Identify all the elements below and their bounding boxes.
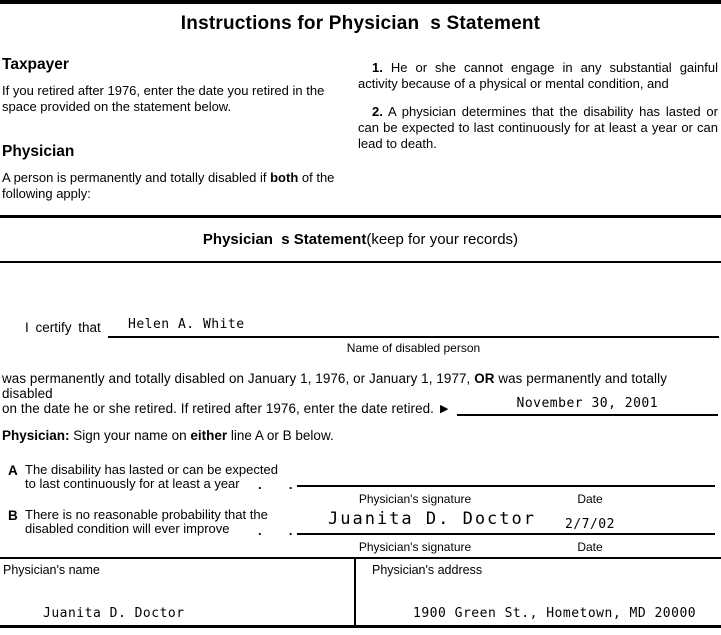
- physician-heading: Physician: [2, 143, 75, 160]
- arrow-right-icon: ▶: [440, 403, 449, 415]
- sign-instruction: Physician: Sign your name on either line…: [2, 428, 334, 443]
- para-line1-or: OR: [474, 371, 495, 386]
- line-a-date-caption: Date: [577, 492, 603, 506]
- disabled-paragraph-line2: on the date he or she retired. If retire…: [2, 396, 718, 416]
- line-b-signature-line[interactable]: [297, 533, 715, 535]
- statement-banner-subtitle: (keep for your records): [366, 231, 519, 248]
- para-line2-text: on the date he or she retired. If retire…: [2, 401, 434, 416]
- line-b-date-caption: Date: [577, 540, 603, 554]
- line-a-text-2: to last continuously for at least a year: [25, 475, 240, 491]
- taxpayer-text: If you retired after 1976, enter the dat…: [2, 83, 325, 114]
- physician-name-value[interactable]: Juanita D. Doctor: [43, 606, 185, 621]
- sign-instruction-post: line A or B below.: [227, 428, 334, 443]
- line-b-signature-value[interactable]: Juanita D. Doctor: [328, 509, 536, 529]
- sign-instruction-either: either: [190, 428, 228, 443]
- line-a-text: The disability has lasted or can be expe…: [25, 463, 295, 490]
- line-b-text: There is no reasonable probability that …: [25, 508, 295, 535]
- certify-label: I certify that: [25, 320, 101, 335]
- item1-number: 1.: [372, 60, 383, 75]
- sign-instruction-mid: Sign your name on: [69, 428, 191, 443]
- item1-text: He or she cannot engage in any substanti…: [358, 60, 718, 91]
- line-b-date-value[interactable]: 2/7/02: [565, 517, 615, 532]
- line-b-text-2: disabled condition will ever improve: [25, 520, 230, 536]
- line-a-signature-line[interactable]: [297, 485, 715, 487]
- sign-instruction-physician: Physician:: [2, 428, 70, 443]
- item2-number: 2.: [372, 104, 383, 119]
- line-a-signature-caption: Physician's signature: [358, 492, 472, 506]
- disabled-person-name-value[interactable]: Helen A. White: [128, 317, 245, 332]
- disabled-person-name-caption: Name of disabled person: [346, 341, 481, 355]
- physician-text-pre: A person is permanently and totally disa…: [2, 170, 271, 185]
- physician-text-bold: both: [270, 170, 299, 185]
- instructions-right-column: 1. He or she cannot engage in any substa…: [358, 60, 718, 164]
- line-a-label: A: [8, 463, 18, 478]
- physician-text: A person is permanently and totally disa…: [2, 170, 347, 202]
- physician-info-table: Physician's name Juanita D. Doctor Physi…: [0, 557, 721, 628]
- physician-name-cell[interactable]: Physician's name Juanita D. Doctor: [0, 559, 356, 625]
- line-a-text-1: The disability has lasted or can be expe…: [25, 462, 278, 477]
- line-b-label: B: [8, 508, 18, 523]
- statement-banner-title: Physician s Statement: [202, 231, 367, 248]
- physician-address-label: Physician's address: [372, 563, 483, 577]
- statement-bottom-rule: [0, 261, 721, 263]
- statement-banner: Physician s Statement(keep for your reco…: [0, 231, 721, 248]
- physician-address-cell[interactable]: Physician's address 1900 Green St., Home…: [356, 559, 721, 625]
- physician-text-post: of the following apply:: [2, 170, 335, 201]
- item2-text: A physician determines that the disabili…: [358, 104, 718, 151]
- line-a-dot-leader: . .: [258, 477, 293, 492]
- statement-top-rule: [0, 215, 721, 218]
- top-rule: [0, 0, 721, 4]
- page-title: Instructions for Physician s Statement: [180, 13, 541, 34]
- para-line1-pre: was permanently and totally disabled on …: [2, 371, 475, 386]
- disabled-person-name-line[interactable]: [108, 336, 719, 338]
- para-line1-post: was permanently and totally disabled: [2, 371, 668, 401]
- line-b-signature-caption: Physician's signature: [358, 540, 472, 554]
- instructions-left-column: Taxpayer If you retired after 1976, ente…: [2, 56, 347, 228]
- taxpayer-heading: Taxpayer: [2, 56, 69, 73]
- date-retired-field[interactable]: November 30, 2001: [456, 396, 718, 416]
- condition-item-1: 1. He or she cannot engage in any substa…: [358, 60, 718, 92]
- disabled-paragraph-line1: was permanently and totally disabled on …: [2, 371, 720, 401]
- line-b-dot-leader: . .: [258, 523, 293, 538]
- line-b-text-1: There is no reasonable probability that …: [25, 507, 268, 522]
- physician-address-value[interactable]: 1900 Green St., Hometown, MD 20000: [413, 606, 697, 621]
- physician-name-label: Physician's name: [3, 563, 100, 577]
- condition-item-2: 2. A physician determines that the disab…: [358, 104, 718, 152]
